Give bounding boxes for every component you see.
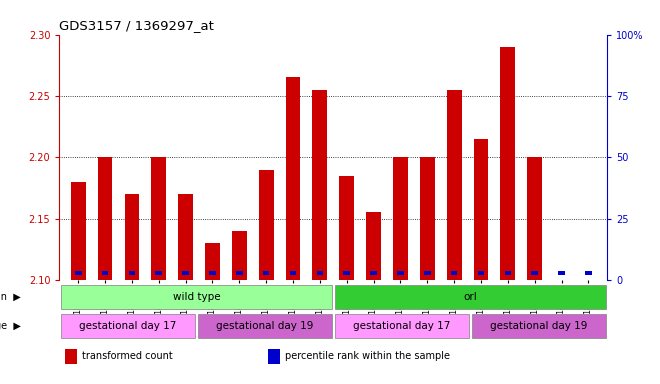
Bar	[472, 314, 606, 338]
Bar	[585, 271, 592, 275]
Bar	[61, 285, 332, 308]
Text: strain  ▶: strain ▶	[0, 291, 21, 301]
Text: orl: orl	[463, 291, 477, 301]
Bar	[178, 194, 193, 280]
Text: gestational day 19: gestational day 19	[216, 321, 314, 331]
Bar	[317, 271, 323, 275]
Text: transformed count: transformed count	[82, 351, 173, 361]
Bar	[335, 314, 469, 338]
Bar	[478, 271, 484, 275]
Bar	[232, 231, 247, 280]
Bar	[209, 271, 216, 275]
Text: percentile rank within the sample: percentile rank within the sample	[285, 351, 450, 361]
Bar	[65, 349, 77, 364]
Text: gestational day 17: gestational day 17	[353, 321, 451, 331]
Text: wild type: wild type	[172, 291, 220, 301]
Bar	[420, 157, 435, 280]
Bar	[102, 271, 108, 275]
Bar	[531, 271, 538, 275]
Bar	[151, 157, 166, 280]
Bar	[527, 157, 542, 280]
Bar	[129, 271, 135, 275]
Bar	[424, 271, 430, 275]
Bar	[366, 212, 381, 280]
Bar	[290, 271, 296, 275]
Bar	[61, 314, 195, 338]
Text: gestational day 17: gestational day 17	[79, 321, 177, 331]
Bar	[198, 314, 332, 338]
Bar	[370, 271, 377, 275]
Bar	[397, 271, 404, 275]
Bar	[267, 349, 280, 364]
Bar	[312, 90, 327, 280]
Bar	[236, 271, 243, 275]
Bar	[205, 243, 220, 280]
Bar	[447, 90, 461, 280]
Bar	[474, 139, 488, 280]
Bar	[286, 78, 300, 280]
Bar	[339, 175, 354, 280]
Bar	[343, 271, 350, 275]
Bar	[71, 182, 86, 280]
Bar	[335, 285, 606, 308]
Bar	[263, 271, 269, 275]
Bar	[500, 47, 515, 280]
Bar	[182, 271, 189, 275]
Bar	[75, 271, 82, 275]
Text: age  ▶: age ▶	[0, 321, 21, 331]
Bar	[156, 271, 162, 275]
Bar	[558, 271, 565, 275]
Bar	[98, 157, 112, 280]
Text: gestational day 19: gestational day 19	[490, 321, 587, 331]
Bar	[259, 169, 273, 280]
Bar	[125, 194, 139, 280]
Bar	[451, 271, 457, 275]
Bar	[393, 157, 408, 280]
Bar	[504, 271, 511, 275]
Text: GDS3157 / 1369297_at: GDS3157 / 1369297_at	[59, 19, 215, 32]
